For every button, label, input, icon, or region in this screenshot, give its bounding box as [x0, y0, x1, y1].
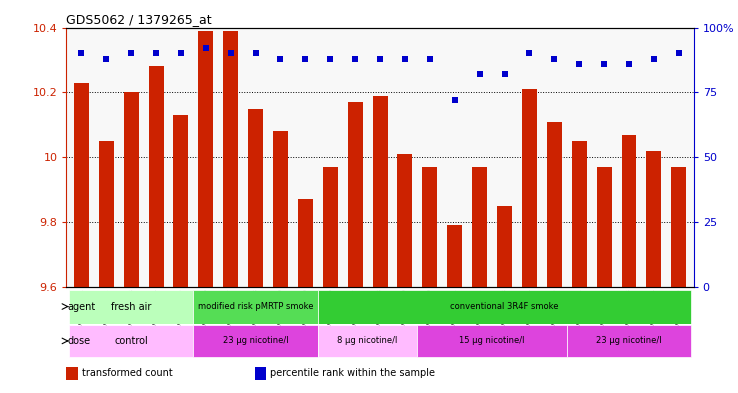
Point [75, 50, 87, 57]
Bar [522, 89, 537, 287]
Text: percentile rank within the sample: percentile rank within the sample [270, 368, 435, 378]
Point [599, 61, 610, 67]
Bar [248, 108, 263, 287]
Point [499, 71, 511, 77]
Point [325, 55, 337, 62]
Bar [318, 290, 692, 323]
Text: transformed count: transformed count [82, 368, 173, 378]
Point [623, 61, 635, 67]
Bar [447, 225, 462, 287]
Bar [547, 121, 562, 287]
Point [100, 55, 112, 62]
Bar [621, 134, 636, 287]
Bar [497, 206, 512, 287]
Bar [255, 367, 266, 380]
Point [150, 50, 162, 57]
Bar [418, 325, 567, 357]
Bar [646, 151, 661, 287]
Point [225, 50, 237, 57]
Bar [223, 31, 238, 287]
Point [249, 50, 261, 57]
Bar [99, 141, 114, 287]
Point [175, 50, 187, 57]
Bar [318, 325, 418, 357]
Point [374, 55, 386, 62]
Point [200, 45, 212, 51]
Text: 15 µg nicotine/l: 15 µg nicotine/l [459, 336, 525, 345]
Bar [323, 167, 338, 287]
Bar [148, 66, 164, 287]
Bar [572, 141, 587, 287]
Point [349, 55, 361, 62]
Bar [567, 325, 692, 357]
Text: 23 µg nicotine/l: 23 µg nicotine/l [223, 336, 289, 345]
Bar [298, 199, 313, 287]
Point [648, 55, 660, 62]
Bar [596, 167, 612, 287]
Point [399, 55, 411, 62]
Bar [273, 131, 288, 287]
Bar [422, 167, 438, 287]
Point [449, 97, 461, 103]
Point [523, 50, 535, 57]
Text: agent: agent [67, 301, 95, 312]
Text: control: control [114, 336, 148, 346]
Point [300, 55, 311, 62]
Bar [348, 102, 362, 287]
Bar [199, 31, 213, 287]
Point [125, 50, 137, 57]
Bar [69, 290, 193, 323]
Bar [373, 95, 387, 287]
Text: modified risk pMRTP smoke: modified risk pMRTP smoke [198, 302, 314, 311]
Bar [124, 92, 139, 287]
Point [424, 55, 435, 62]
Bar [69, 325, 193, 357]
Bar [672, 167, 686, 287]
Text: 23 µg nicotine/l: 23 µg nicotine/l [596, 336, 662, 345]
Text: GDS5062 / 1379265_at: GDS5062 / 1379265_at [66, 13, 212, 26]
Point [573, 61, 585, 67]
Text: dose: dose [67, 336, 90, 346]
Point [673, 50, 685, 57]
Bar [193, 290, 318, 323]
Bar [472, 167, 487, 287]
Point [474, 71, 486, 77]
Bar [66, 367, 77, 380]
Text: 8 µg nicotine/l: 8 µg nicotine/l [337, 336, 398, 345]
Bar [398, 154, 413, 287]
Point [275, 55, 286, 62]
Point [548, 55, 560, 62]
Bar [193, 325, 318, 357]
Text: conventional 3R4F smoke: conventional 3R4F smoke [450, 302, 559, 311]
Text: fresh air: fresh air [111, 301, 151, 312]
Bar [173, 115, 188, 287]
Bar [74, 83, 89, 287]
